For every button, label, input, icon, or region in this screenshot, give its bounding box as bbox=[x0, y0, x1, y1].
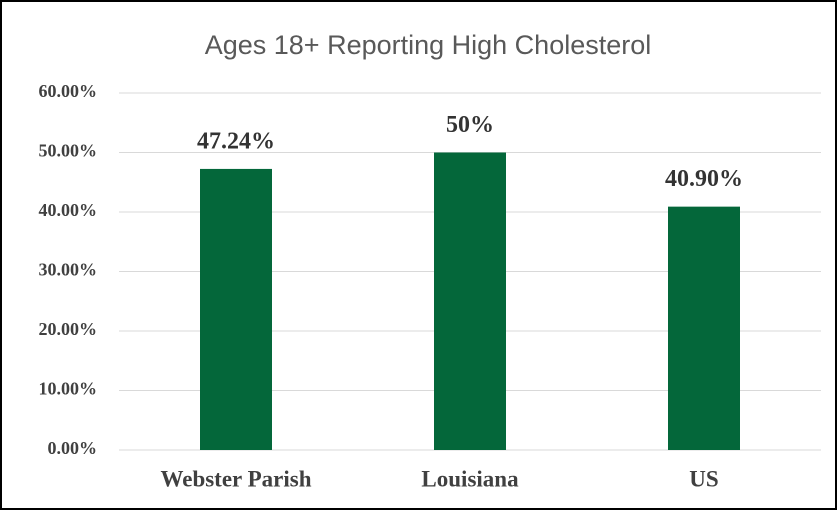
y-tick-label: 50.00% bbox=[39, 141, 98, 161]
y-tick-label: 20.00% bbox=[39, 319, 98, 339]
value-label: 50% bbox=[446, 112, 494, 138]
x-tick-label: Louisiana bbox=[421, 466, 519, 491]
y-tick-label: 0.00% bbox=[48, 438, 98, 458]
bar bbox=[200, 168, 272, 450]
value-label: 47.24% bbox=[197, 128, 275, 154]
bar bbox=[434, 152, 506, 450]
x-tick-label: US bbox=[689, 466, 718, 491]
y-tick-label: 60.00% bbox=[39, 81, 98, 101]
y-tick-label: 30.00% bbox=[39, 260, 98, 280]
chart-title: Ages 18+ Reporting High Cholesterol bbox=[205, 30, 652, 60]
x-tick-label: Webster Parish bbox=[161, 466, 312, 491]
value-label: 40.90% bbox=[665, 166, 743, 192]
bar bbox=[668, 206, 740, 450]
y-tick-label: 40.00% bbox=[39, 200, 98, 220]
y-tick-label: 10.00% bbox=[39, 379, 98, 399]
